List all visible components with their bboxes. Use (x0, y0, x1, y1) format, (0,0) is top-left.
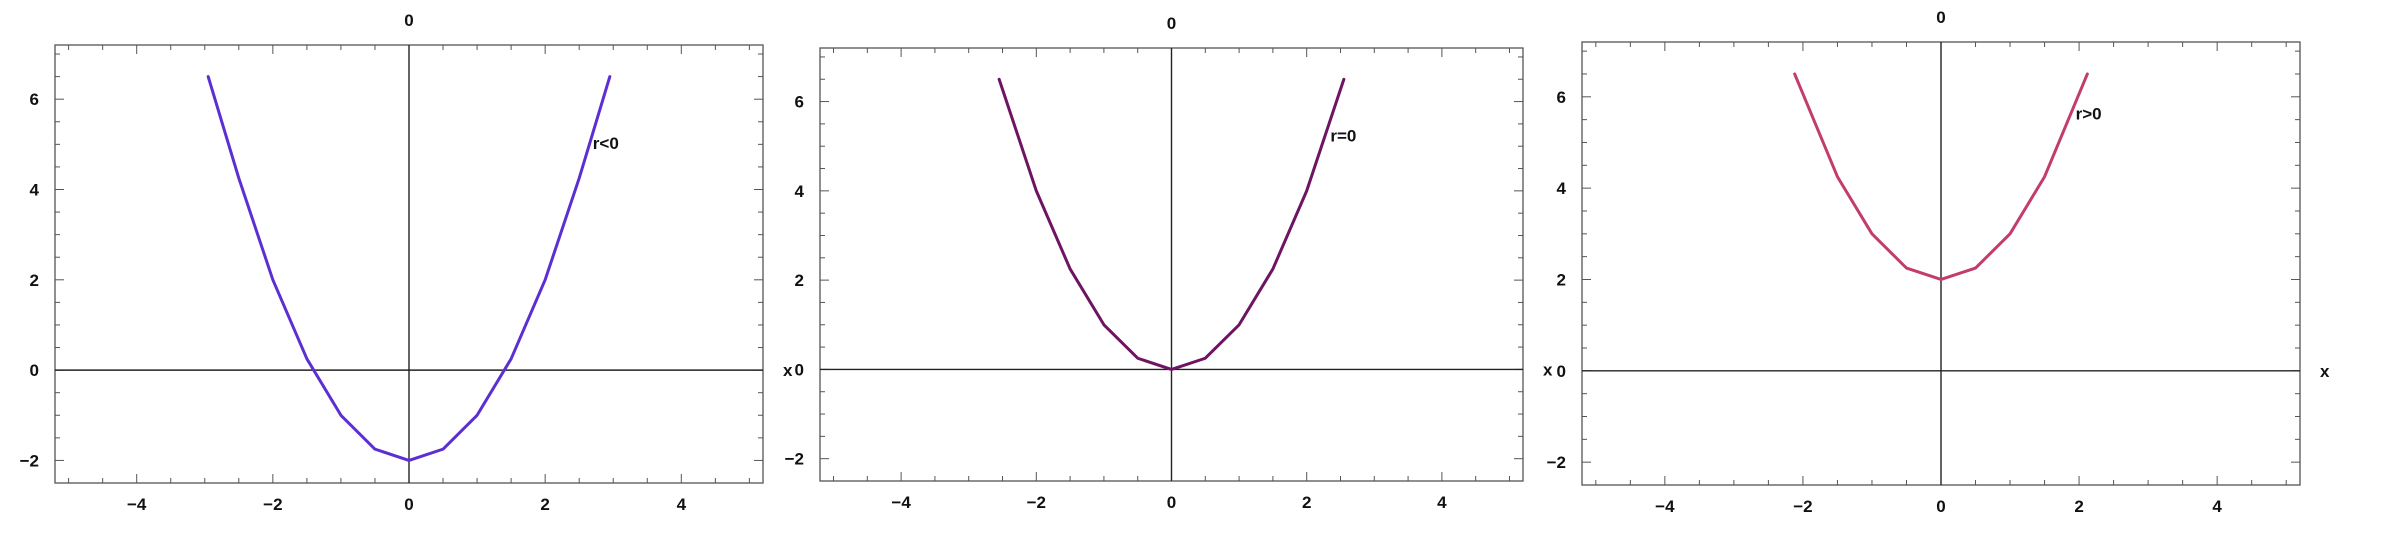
chart-panel-3: −4 −2 0 2 4 −2 0 2 4 6 x 0 r>0 (1547, 8, 2330, 516)
curve-annotation: r<0 (593, 134, 619, 153)
x-tick-label: 2 (1302, 493, 1311, 512)
y-axis-label: 0 (1167, 14, 1176, 33)
y-tick-label: 0 (1557, 362, 1566, 381)
x-tick-label: 4 (1437, 493, 1447, 512)
x-tick-label: −4 (127, 495, 147, 514)
x-tick-label: 0 (1936, 497, 1945, 516)
x-tick-label: 2 (2074, 497, 2083, 516)
series-line-rgt0 (1793, 72, 2089, 281)
x-tick-label: −2 (1027, 493, 1046, 512)
y-tick-label: 6 (795, 93, 804, 112)
y-tick-label: 2 (795, 271, 804, 290)
x-tick-label: 0 (404, 495, 413, 514)
y-tick-label: 2 (1557, 270, 1566, 289)
y-tick-label: 2 (30, 271, 39, 290)
y-tick-label: 0 (30, 361, 39, 380)
y-tick-label: 4 (1557, 179, 1567, 198)
x-tick-label: 2 (540, 495, 549, 514)
y-tick-label: −2 (1547, 453, 1566, 472)
x-axis-label: x (1543, 360, 1553, 379)
x-tick-label: 4 (677, 495, 687, 514)
y-tick-label: 4 (795, 182, 805, 201)
x-axis-label: x (783, 361, 793, 380)
x-tick-label: −4 (891, 493, 911, 512)
chart-panel-1: −4 −2 0 2 4 −2 0 2 4 6 x 0 r<0 (20, 11, 793, 514)
x-tick-label: 4 (2212, 497, 2222, 516)
x-tick-label: −4 (1655, 497, 1675, 516)
y-axis-label: 0 (1936, 8, 1945, 27)
x-tick-label: 0 (1167, 493, 1176, 512)
x-tick-label: −2 (1793, 497, 1812, 516)
series-line-rlt0 (206, 75, 612, 462)
y-tick-label: −2 (785, 450, 804, 469)
x-axis-label: x (2320, 362, 2330, 381)
y-tick-label: 4 (30, 180, 40, 199)
curve-annotation: r>0 (2076, 105, 2102, 124)
y-axis-label: 0 (404, 11, 413, 30)
series-line-req0 (997, 77, 1346, 371)
x-tick-label: −2 (263, 495, 282, 514)
y-tick-label: 6 (30, 90, 39, 109)
y-tick-label: −2 (20, 451, 39, 470)
y-tick-label: 6 (1557, 88, 1566, 107)
curve-annotation: r=0 (1330, 127, 1356, 146)
y-tick-label: 0 (795, 360, 804, 379)
